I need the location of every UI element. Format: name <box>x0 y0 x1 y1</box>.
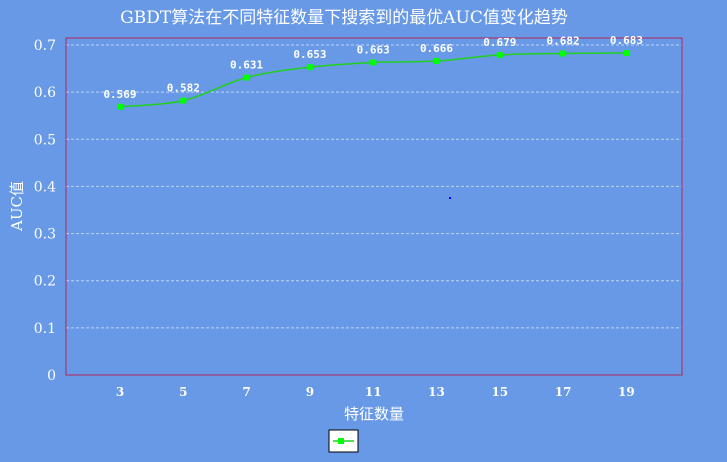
y-tick-label: 0.4 <box>34 179 56 195</box>
x-tick-label: 5 <box>179 385 187 399</box>
data-label: 0.631 <box>230 59 263 72</box>
y-tick-label: 0 <box>47 368 56 384</box>
y-axis-label: AUC值 <box>8 181 26 232</box>
data-point <box>180 97 187 104</box>
data-label: 0.666 <box>420 42 453 55</box>
stray-dot <box>449 197 451 199</box>
series-layer <box>117 50 630 199</box>
grid-lines <box>66 44 682 329</box>
legend <box>328 429 359 453</box>
x-tick-label: 11 <box>365 385 382 399</box>
x-tick-label: 9 <box>306 385 314 399</box>
x-tick-label: 15 <box>491 385 508 399</box>
data-labels: 0.569 0.582 0.631 0.653 0.663 0.666 0.679 0.682… <box>103 34 643 101</box>
data-point <box>560 50 567 57</box>
data-point <box>623 50 630 57</box>
data-label: 0.679 <box>483 36 516 49</box>
data-label: 0.653 <box>293 48 326 61</box>
y-axis-ticks: 0 0.1 0.2 0.3 0.4 0.5 0.6 0.7 <box>34 38 56 384</box>
data-point <box>496 51 503 58</box>
y-tick-label: 0.1 <box>34 321 56 337</box>
x-axis-label: 特征数量 <box>344 405 404 423</box>
y-tick-label: 0.5 <box>34 132 56 148</box>
x-tick-label: 17 <box>555 385 572 399</box>
data-point <box>370 59 377 66</box>
data-point <box>117 103 123 110</box>
legend-marker-sample <box>338 438 344 444</box>
y-tick-label: 0.6 <box>34 85 56 101</box>
y-tick-label: 0.3 <box>34 227 56 243</box>
data-label: 0.683 <box>610 34 643 47</box>
data-label: 0.682 <box>547 34 580 47</box>
data-point <box>433 58 440 65</box>
x-axis-ticks: 3 5 7 9 11 13 15 17 19 <box>116 385 635 399</box>
data-label: 0.582 <box>167 82 200 95</box>
data-label: 0.663 <box>357 43 390 56</box>
y-tick-label: 0.7 <box>34 38 56 54</box>
data-label: 0.569 <box>103 88 136 101</box>
data-point <box>243 74 250 81</box>
x-tick-label: 7 <box>242 385 250 399</box>
plot-area <box>65 37 683 376</box>
data-point <box>306 64 313 71</box>
x-tick-label: 13 <box>428 385 445 399</box>
y-tick-label: 0.2 <box>34 274 56 290</box>
x-tick-label: 3 <box>116 385 124 399</box>
x-tick-label: 19 <box>618 385 635 399</box>
chart-title: GBDT算法在不同特征数量下搜索到的最优AUC值变化趋势 <box>120 8 568 28</box>
